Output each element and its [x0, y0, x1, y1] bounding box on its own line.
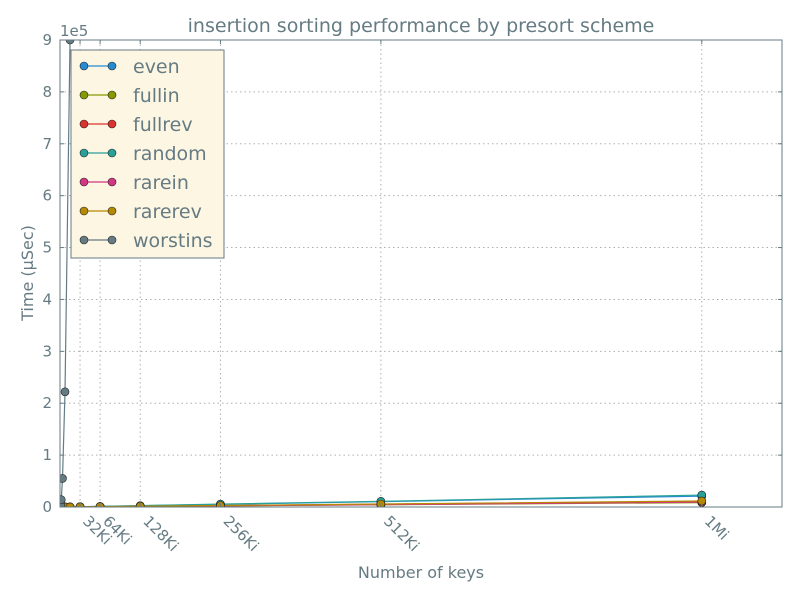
legend: even fullin fullrev random rarein rarerev wors… — [70, 49, 225, 259]
legend-label: fullrev — [133, 114, 193, 136]
legend-label: fullin — [133, 85, 180, 107]
legend-marker — [79, 235, 89, 245]
legend-marker — [79, 61, 89, 71]
y-tick-label: 6 — [42, 187, 52, 205]
y-tick-label: 9 — [42, 31, 52, 49]
data-point-worstins — [60, 474, 67, 483]
legend-label: rarerev — [133, 201, 202, 223]
axes-frame — [59, 39, 783, 508]
y-tick-label: 5 — [42, 239, 52, 257]
legend-item-fullin: fullin — [79, 85, 180, 107]
legend-item-rarein: rarein — [79, 172, 189, 194]
legend-item-worstins: worstins — [79, 230, 213, 252]
legend-item-even: even — [79, 56, 180, 78]
y-axis-label: Time (μSec) — [18, 225, 37, 322]
y-axis-offset-label: 1e5 — [60, 22, 88, 40]
y-tick-label: 0 — [42, 498, 52, 516]
y-tick-label: 7 — [42, 135, 52, 153]
legend-marker — [79, 177, 89, 187]
legend-marker — [107, 235, 117, 245]
legend-marker — [107, 90, 117, 100]
legend-label: even — [133, 56, 180, 78]
y-tick-label: 8 — [42, 83, 52, 101]
legend-label: random — [133, 143, 207, 165]
y-tick-label: 1 — [42, 446, 52, 464]
data-point-worstins — [60, 387, 70, 397]
legend-marker — [79, 148, 89, 158]
legend-item-random: random — [79, 143, 207, 165]
data-point-worstins — [65, 40, 75, 45]
legend-marker — [79, 90, 89, 100]
legend-label: rarein — [133, 172, 189, 194]
legend-marker — [107, 61, 117, 71]
legend-item-rarerev: rarerev — [79, 201, 202, 223]
x-axis-label: Number of keys — [358, 563, 484, 582]
legend-marker — [107, 119, 117, 129]
legend-marker — [107, 206, 117, 216]
legend-label: worstins — [133, 230, 213, 252]
legend-box — [70, 49, 225, 259]
data-point-worstins — [60, 495, 66, 505]
y-tick-label: 4 — [42, 290, 52, 308]
y-tick-label: 2 — [42, 394, 52, 412]
chart-title: insertion sorting performance by presort… — [188, 15, 655, 37]
legend-marker — [107, 177, 117, 187]
legend-marker — [107, 148, 117, 158]
y-tick-label: 3 — [42, 342, 52, 360]
legend-item-fullrev: fullrev — [79, 114, 193, 136]
legend-marker — [79, 119, 89, 129]
legend-marker — [79, 206, 89, 216]
